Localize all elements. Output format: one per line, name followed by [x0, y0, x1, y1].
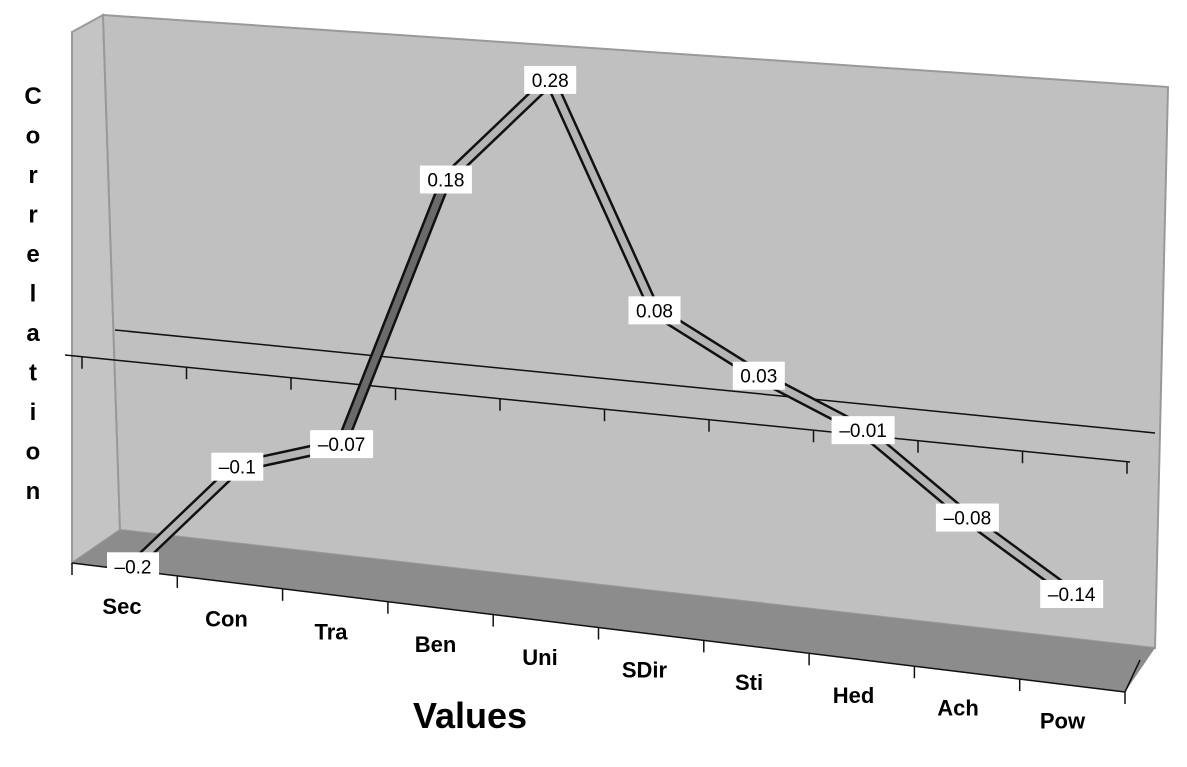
data-label: 0.18: [419, 165, 472, 194]
y-axis-title-letter: o: [26, 123, 41, 150]
y-axis-title-letter: r: [28, 162, 37, 189]
data-label: –0.14: [1040, 579, 1104, 608]
y-axis-title-letter: r: [28, 202, 37, 229]
ribbon-segment: [859, 426, 971, 522]
data-label: 0.28: [524, 65, 577, 94]
back-zero-line: [114, 329, 1156, 434]
data-label: –0.08: [935, 503, 999, 532]
data-label-text: –0.1: [219, 458, 256, 479]
data-label-box: [1040, 579, 1104, 608]
data-label-text: –0.2: [115, 557, 152, 578]
x-axis-title: Values: [413, 695, 527, 736]
data-label-box: [211, 452, 264, 481]
data-label-box: [935, 503, 999, 532]
data-label: 0.03: [732, 361, 785, 390]
data-label-box: [524, 65, 577, 94]
data-label: 0.08: [628, 296, 681, 325]
category-label: Tra: [314, 619, 348, 644]
data-label: –0.01: [831, 416, 895, 445]
y-axis-title-letter: C: [24, 83, 41, 110]
ribbon-segment: [129, 463, 241, 570]
y-axis-title-letter: l: [30, 281, 37, 308]
category-label: Ben: [415, 632, 457, 657]
data-label-box: [732, 361, 785, 390]
data-label: –0.2: [107, 552, 159, 581]
category-label: Pow: [1040, 708, 1086, 733]
ribbon-segment: [546, 76, 658, 314]
data-label: –0.1: [211, 452, 264, 481]
data-label-text: –0.07: [318, 435, 366, 456]
y-axis-title-letter: o: [26, 439, 41, 466]
data-label-text: –0.01: [839, 421, 887, 442]
y-axis-title-letter: n: [26, 478, 41, 505]
data-label-text: 0.18: [427, 171, 464, 192]
floor: [72, 530, 1155, 692]
right-edge: [1124, 659, 1141, 693]
y-axis-title-letter: i: [30, 399, 37, 426]
data-label-box: [419, 165, 472, 194]
data-label-text: –0.14: [1048, 585, 1096, 606]
category-label: Ach: [937, 696, 979, 721]
ribbon-segment: [442, 76, 554, 184]
data-label-text: –0.08: [944, 509, 992, 530]
y-axis-title-letter: e: [26, 241, 39, 268]
data-label-text: 0.08: [636, 301, 673, 322]
category-label: SDir: [622, 658, 668, 683]
y-axis-title-letter: t: [29, 360, 37, 387]
data-label-text: 0.03: [740, 367, 777, 388]
data-label-box: [107, 552, 159, 581]
data-label-box: [628, 296, 681, 325]
y-axis-title-letter: a: [26, 320, 40, 347]
category-label: Hed: [833, 683, 875, 708]
data-label-text: 0.28: [532, 71, 569, 92]
category-label: Con: [205, 607, 248, 632]
data-label: –0.07: [310, 430, 374, 459]
data-label-box: [310, 430, 374, 459]
data-label-box: [831, 416, 895, 445]
category-label: Sti: [735, 670, 763, 695]
ribbon-segment: [338, 176, 450, 448]
category-label: Uni: [522, 645, 557, 670]
category-label: Sec: [102, 594, 141, 619]
front-zero-axis: [64, 354, 1131, 463]
